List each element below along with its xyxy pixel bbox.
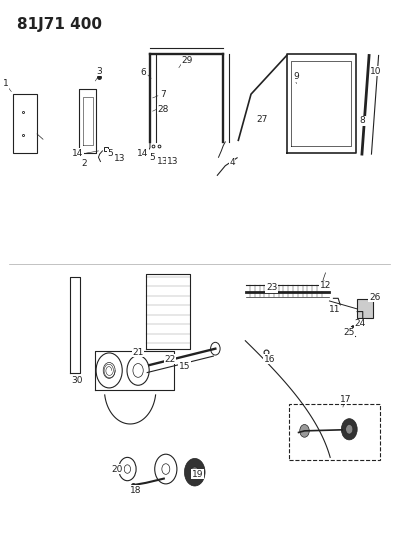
Text: 1: 1 bbox=[2, 79, 8, 88]
Text: 28: 28 bbox=[157, 104, 169, 114]
Polygon shape bbox=[357, 300, 373, 318]
Text: 10: 10 bbox=[370, 67, 381, 76]
Text: 21: 21 bbox=[132, 348, 144, 357]
Text: 24: 24 bbox=[354, 319, 365, 328]
Text: 18: 18 bbox=[130, 486, 141, 495]
Text: 19: 19 bbox=[192, 470, 203, 479]
Circle shape bbox=[184, 458, 205, 486]
Text: 15: 15 bbox=[179, 362, 190, 370]
Text: 2: 2 bbox=[82, 159, 87, 167]
Text: 17: 17 bbox=[340, 394, 351, 403]
Text: 12: 12 bbox=[320, 281, 331, 290]
Text: 25: 25 bbox=[344, 328, 355, 337]
Text: 23: 23 bbox=[266, 283, 277, 292]
Text: 11: 11 bbox=[328, 305, 340, 314]
Text: 16: 16 bbox=[263, 355, 275, 364]
Text: 81J71 400: 81J71 400 bbox=[17, 17, 102, 33]
Text: 7: 7 bbox=[160, 90, 166, 99]
Text: 27: 27 bbox=[257, 115, 268, 124]
Text: 20: 20 bbox=[112, 465, 123, 473]
Text: 14: 14 bbox=[137, 149, 148, 158]
Text: 13: 13 bbox=[157, 157, 169, 166]
Text: 3: 3 bbox=[97, 67, 103, 76]
Circle shape bbox=[346, 424, 353, 434]
Text: 26: 26 bbox=[369, 293, 380, 302]
Text: 5: 5 bbox=[107, 149, 113, 158]
Text: 9: 9 bbox=[294, 72, 299, 81]
Text: 14: 14 bbox=[72, 149, 83, 158]
Text: 22: 22 bbox=[164, 355, 176, 364]
Text: 13: 13 bbox=[167, 157, 178, 166]
Text: 5: 5 bbox=[149, 153, 155, 162]
Text: 4: 4 bbox=[229, 158, 235, 166]
Circle shape bbox=[191, 467, 199, 478]
Text: 8: 8 bbox=[360, 116, 365, 125]
Circle shape bbox=[300, 424, 309, 437]
Text: 13: 13 bbox=[114, 155, 125, 164]
Text: 30: 30 bbox=[71, 376, 83, 385]
Text: 29: 29 bbox=[181, 56, 192, 65]
Circle shape bbox=[342, 419, 357, 440]
Text: 6: 6 bbox=[140, 68, 146, 77]
